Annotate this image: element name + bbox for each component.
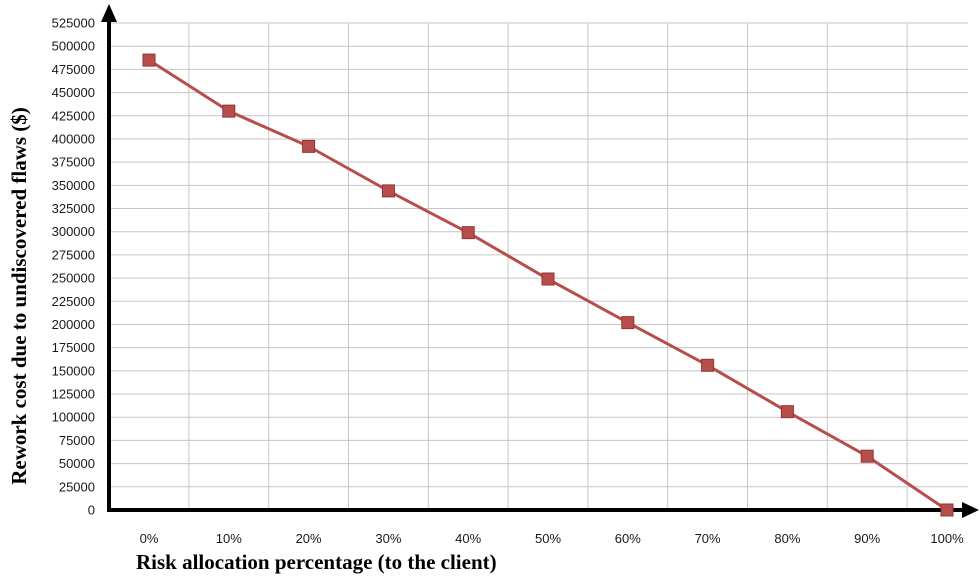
y-tick-label: 25000 [59, 479, 95, 494]
x-tick-label: 40% [455, 531, 481, 546]
x-axis-arrowhead [962, 502, 979, 518]
data-point-marker [860, 449, 874, 463]
y-tick-label: 125000 [52, 387, 95, 402]
data-point-marker [701, 358, 715, 372]
y-tick-labels: 0 25000 50000 75000 100000 125000 150000 175000… [52, 16, 95, 518]
y-tick-label: 75000 [59, 433, 95, 448]
data-point-marker [541, 272, 555, 286]
y-tick-label: 450000 [52, 85, 95, 100]
data-point-marker [381, 184, 395, 198]
data-point-marker [940, 503, 954, 517]
y-tick-label: 475000 [52, 62, 95, 77]
y-axis-label: Rework cost due to undiscovered flaws ($… [7, 107, 31, 485]
x-tick-label: 100% [930, 531, 964, 546]
y-axis-arrowhead [101, 4, 117, 22]
x-tick-label: 10% [216, 531, 242, 546]
x-tick-label: 90% [854, 531, 880, 546]
y-tick-label: 225000 [52, 294, 95, 309]
y-tick-label: 0 [88, 503, 95, 518]
y-tick-label: 50000 [59, 456, 95, 471]
grid [109, 22, 968, 510]
x-tick-label: 80% [774, 531, 800, 546]
x-tick-labels: 0% 10% 20% 30% 40% 50% 60% 70% 80% 90% 100% [140, 531, 964, 546]
data-point-marker [780, 405, 794, 419]
series [142, 53, 954, 517]
x-tick-label: 30% [375, 531, 401, 546]
data-point-marker [302, 139, 316, 153]
x-tick-label: 50% [535, 531, 561, 546]
y-tick-label: 300000 [52, 224, 95, 239]
y-tick-label: 425000 [52, 108, 95, 123]
x-tick-label: 70% [695, 531, 721, 546]
y-tick-label: 275000 [52, 247, 95, 262]
y-tick-label: 200000 [52, 317, 95, 332]
data-point-marker [461, 226, 475, 240]
data-point-marker [142, 53, 156, 67]
y-tick-label: 175000 [52, 340, 95, 355]
data-point-marker [222, 104, 236, 118]
y-tick-label: 525000 [52, 16, 95, 31]
data-point-marker [621, 316, 635, 330]
x-axis-label: Risk allocation percentage (to the clien… [136, 550, 497, 574]
y-tick-label: 350000 [52, 178, 95, 193]
axes [101, 4, 979, 518]
y-tick-label: 325000 [52, 201, 95, 216]
y-tick-label: 250000 [52, 271, 95, 286]
x-tick-label: 20% [296, 531, 322, 546]
x-tick-label: 0% [140, 531, 159, 546]
y-tick-label: 150000 [52, 363, 95, 378]
y-tick-label: 100000 [52, 410, 95, 425]
x-tick-label: 60% [615, 531, 641, 546]
y-tick-label: 375000 [52, 155, 95, 170]
y-tick-label: 500000 [52, 39, 95, 54]
y-tick-label: 400000 [52, 131, 95, 146]
